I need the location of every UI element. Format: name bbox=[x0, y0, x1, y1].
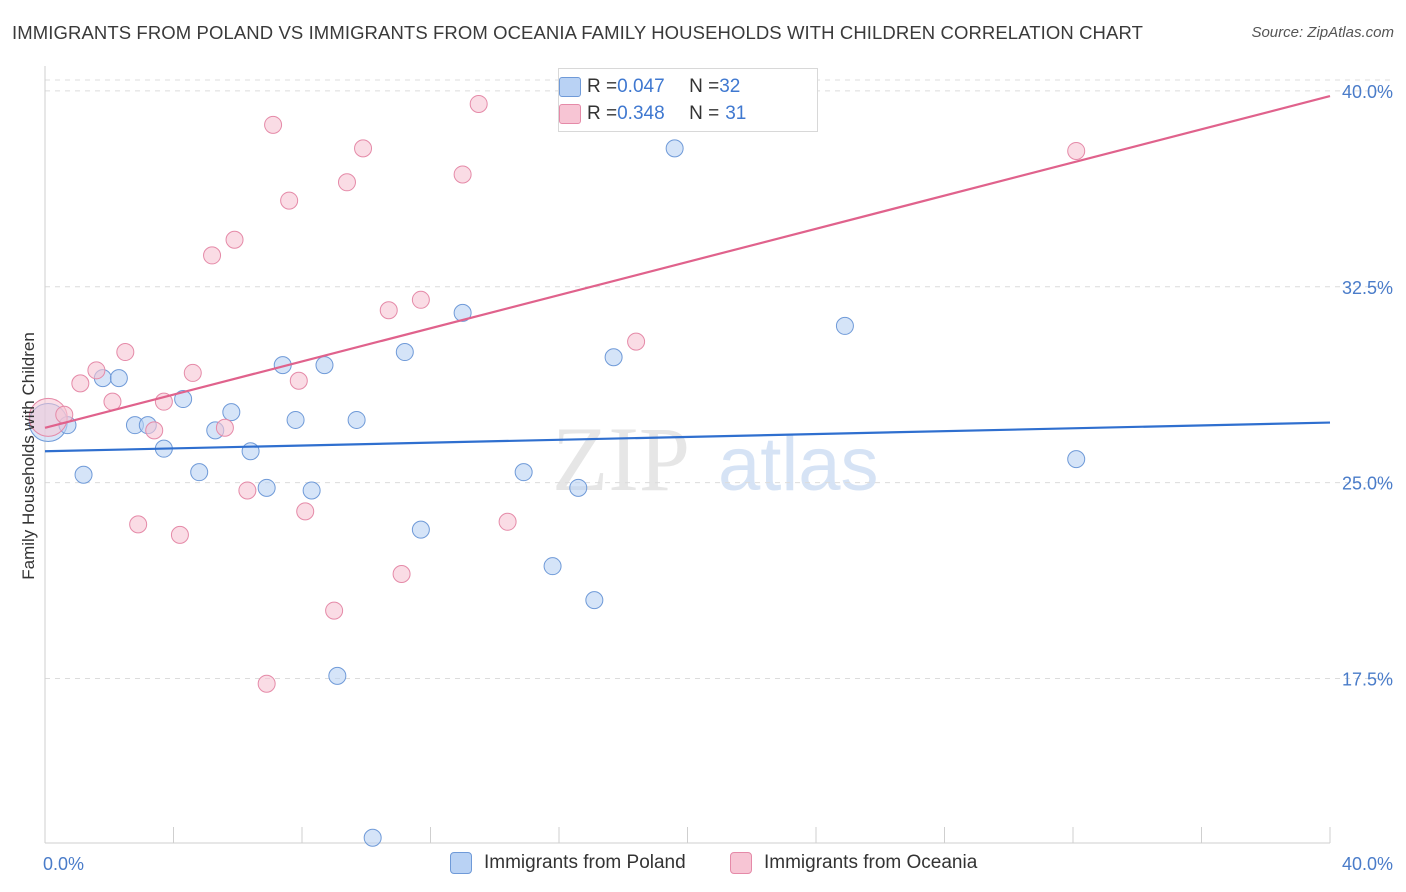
oceania-point bbox=[453, 165, 472, 184]
tick-labels: 17.5% 25.0% 32.5% 40.0% 0.0% 40.0% bbox=[43, 82, 1393, 874]
poland-point bbox=[109, 369, 128, 388]
poland-point bbox=[315, 356, 334, 375]
legend-row-poland: R = 0.047 N = 32 bbox=[559, 74, 741, 100]
poland-point bbox=[514, 463, 533, 482]
legend-label-oceania: Immigrants from Oceania bbox=[764, 852, 978, 873]
correlation-legend: R = 0.047 N = 32 R = 0.348 N = 31 bbox=[558, 68, 818, 132]
poland-point bbox=[241, 442, 260, 461]
oceania-point bbox=[280, 191, 299, 210]
oceania-point bbox=[203, 246, 222, 265]
legend-r-value: 0.348 bbox=[617, 103, 665, 124]
poland-point bbox=[302, 481, 321, 500]
oceania-point bbox=[392, 565, 411, 584]
oceania-trendline bbox=[44, 95, 1331, 429]
legend-n-label: N = bbox=[689, 76, 720, 97]
legend-n-value: 32 bbox=[719, 76, 741, 97]
oceania-point bbox=[498, 512, 517, 531]
y-axis-title: Family Households with Children bbox=[19, 332, 38, 580]
legend-swatch-oceania bbox=[730, 852, 752, 874]
source-credit: Source: ZipAtlas.com bbox=[1251, 24, 1394, 41]
legend-swatch-poland bbox=[450, 852, 472, 874]
poland-point bbox=[257, 478, 276, 497]
legend-r-label: R = bbox=[587, 103, 618, 124]
legend-n-value: 31 bbox=[725, 103, 747, 124]
poland-point bbox=[569, 478, 588, 497]
poland-point bbox=[1067, 450, 1086, 469]
oceania-point bbox=[469, 94, 488, 113]
oceania-point bbox=[379, 301, 398, 320]
oceania-point bbox=[129, 515, 148, 534]
legend-swatch-oceania bbox=[559, 104, 581, 124]
oceania-point bbox=[337, 173, 356, 192]
oceania-point bbox=[325, 601, 344, 620]
oceania-point bbox=[225, 230, 244, 249]
poland-trendline bbox=[44, 421, 1331, 453]
legend-item-oceania: Immigrants from Oceania bbox=[730, 852, 977, 874]
series-oceania bbox=[28, 94, 1331, 693]
oceania-point bbox=[145, 421, 164, 440]
oceania-point bbox=[257, 674, 276, 693]
oceania-point bbox=[1067, 141, 1086, 160]
oceania-point bbox=[411, 290, 430, 309]
y-tick-label: 17.5% bbox=[1342, 669, 1393, 689]
poland-point bbox=[222, 403, 241, 422]
oceania-point bbox=[354, 139, 373, 158]
oceania-point bbox=[103, 392, 122, 411]
poland-point bbox=[585, 591, 604, 610]
y-tick-label: 25.0% bbox=[1342, 474, 1393, 494]
legend-r-label: R = bbox=[587, 76, 618, 97]
poland-point bbox=[395, 343, 414, 362]
poland-point bbox=[328, 666, 347, 685]
legend-swatch-poland bbox=[559, 77, 581, 97]
oceania-point bbox=[170, 525, 189, 544]
legend-row-oceania: R = 0.348 N = 31 bbox=[559, 101, 747, 127]
legend-item-poland: Immigrants from Poland bbox=[450, 852, 686, 874]
poland-point bbox=[665, 139, 684, 158]
series-legend: Immigrants from Poland Immigrants from O… bbox=[0, 852, 1406, 876]
oceania-point bbox=[87, 361, 106, 380]
axes bbox=[44, 66, 1331, 844]
poland-point bbox=[835, 316, 854, 335]
poland-point bbox=[453, 303, 472, 322]
poland-point bbox=[347, 410, 366, 429]
chart-title: IMMIGRANTS FROM POLAND VS IMMIGRANTS FRO… bbox=[12, 22, 1143, 43]
x-tick-label-max: 40.0% bbox=[1342, 854, 1393, 874]
oceania-point bbox=[238, 481, 257, 500]
y-tick-label: 32.5% bbox=[1342, 278, 1393, 298]
x-tick-label-min: 0.0% bbox=[43, 854, 84, 874]
oceania-point bbox=[289, 371, 308, 390]
poland-point bbox=[286, 410, 305, 429]
poland-point bbox=[190, 463, 209, 482]
y-tick-label: 40.0% bbox=[1342, 82, 1393, 102]
poland-point bbox=[604, 348, 623, 367]
oceania-point bbox=[71, 374, 90, 393]
oceania-point bbox=[215, 418, 234, 437]
oceania-point bbox=[116, 343, 135, 362]
legend-label-poland: Immigrants from Poland bbox=[484, 852, 686, 873]
legend-r-value: 0.047 bbox=[617, 76, 665, 97]
poland-point bbox=[174, 390, 193, 409]
oceania-point bbox=[183, 363, 202, 382]
poland-point bbox=[363, 828, 382, 847]
oceania-point bbox=[264, 115, 283, 134]
gridlines bbox=[45, 79, 1395, 679]
oceania-point bbox=[627, 332, 646, 351]
poland-point bbox=[74, 465, 93, 484]
legend-n-label: N = bbox=[689, 103, 720, 124]
oceania-point bbox=[296, 502, 315, 521]
poland-point bbox=[411, 520, 430, 539]
poland-point bbox=[543, 557, 562, 576]
